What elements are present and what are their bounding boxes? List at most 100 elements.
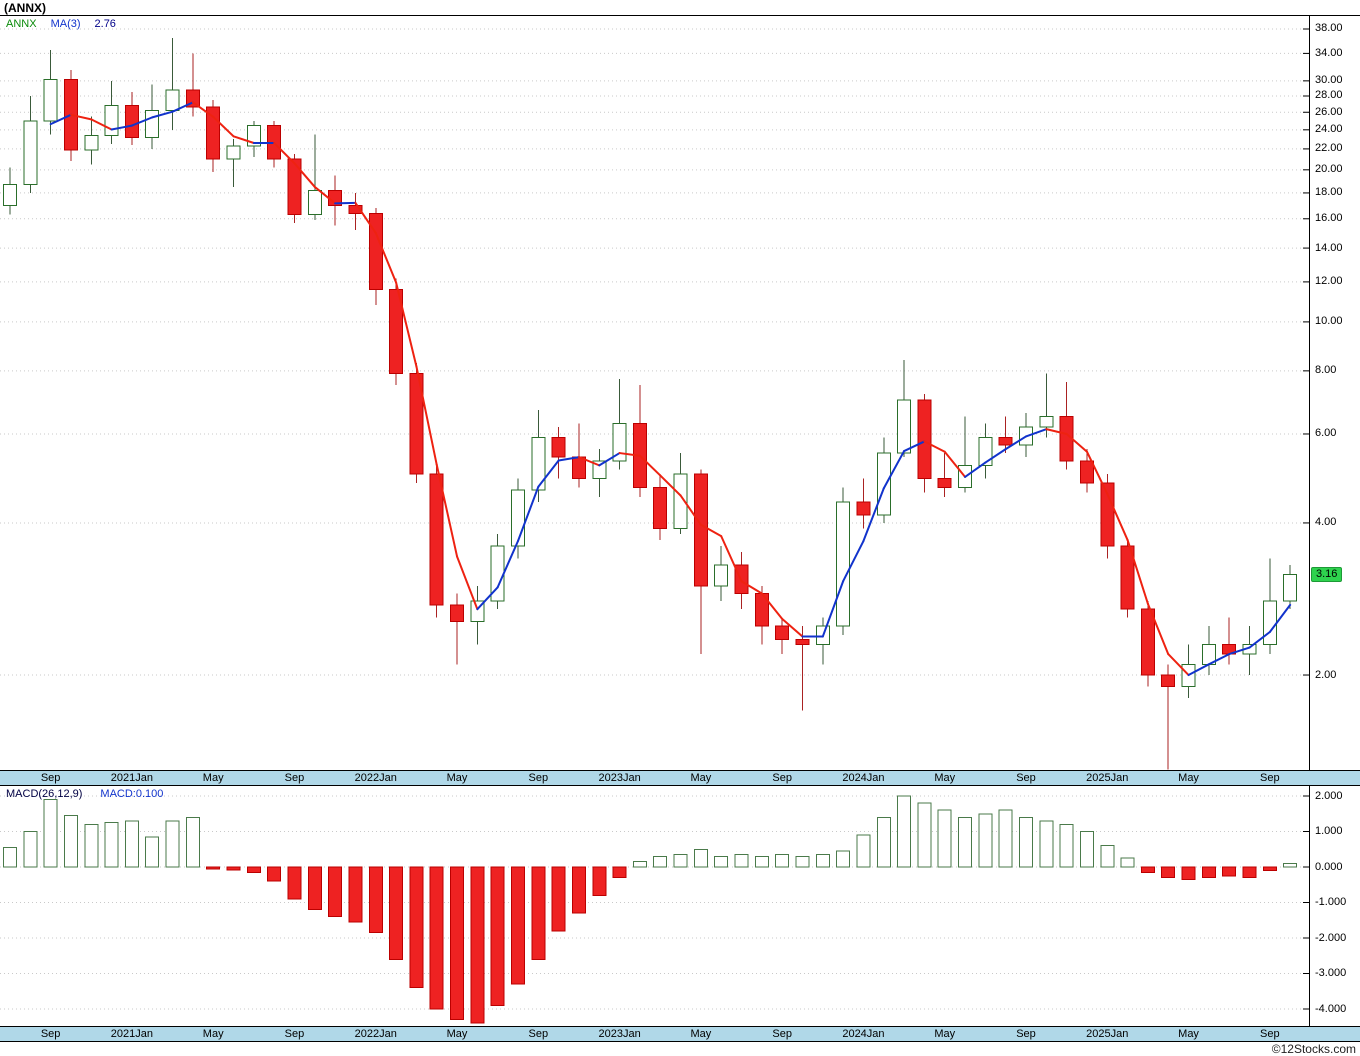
macd-bar [571, 866, 586, 914]
ma3-segment [130, 116, 154, 127]
ma3-segment [720, 535, 743, 583]
macd-bar [307, 866, 322, 911]
macd-bar [592, 866, 607, 896]
x-axis-label: 2025Jan [1086, 772, 1129, 784]
ma3-segment [456, 555, 479, 611]
ma3-segment [232, 135, 255, 145]
ma3-segment [821, 580, 845, 638]
x-axis-label: 2024Jan [842, 1028, 885, 1040]
candle-body [612, 422, 627, 462]
macd-bar [734, 854, 749, 868]
macd-bar [328, 866, 343, 918]
x-axis-label: Sep [1260, 1028, 1280, 1040]
ma3-segment [90, 118, 113, 131]
ma3-segment [577, 456, 601, 467]
candle-body [897, 399, 912, 454]
price-tick-label: 16.00 [1315, 212, 1343, 225]
macd-bar [632, 861, 647, 868]
price-tick-label: 14.00 [1315, 241, 1343, 254]
x-axis-label: May [690, 1028, 712, 1040]
candle-body [1120, 545, 1135, 610]
candle-body [124, 105, 139, 138]
candle-body [1161, 674, 1176, 687]
ma3-segment [1004, 435, 1027, 451]
price-tick-label: 20.00 [1315, 163, 1343, 176]
ma3-segment [1187, 663, 1210, 677]
candle-body [551, 437, 566, 458]
macd-bar [124, 820, 139, 868]
candle-body [165, 89, 180, 112]
ma3-segment [293, 162, 316, 188]
ma3-segment [1065, 432, 1088, 453]
macd-bar [917, 802, 932, 868]
ma3-segment [1207, 653, 1231, 666]
macd-bar [23, 831, 38, 868]
x-axis-label: 2021Jan [110, 1028, 154, 1040]
x-axis-label: Sep [40, 772, 61, 784]
macd-bar [693, 848, 708, 868]
ma3-segment [1085, 450, 1109, 495]
candle-body [23, 120, 38, 186]
macd-bar [389, 866, 404, 960]
x-axis-label: Sep [772, 1028, 792, 1040]
macd-bar [511, 866, 525, 985]
candle-body [917, 399, 932, 479]
ma3-segment [1228, 646, 1251, 656]
candle-body [3, 184, 17, 206]
macd-bar [185, 816, 200, 868]
macd-bar [958, 816, 973, 868]
candle-body [836, 501, 851, 627]
ma3-segment [171, 101, 194, 113]
macd-bar [348, 866, 363, 923]
ma-value: 2.76 [94, 18, 116, 30]
copyright-text: ©12Stocks.com [1271, 1042, 1356, 1056]
candle-body [998, 437, 1013, 446]
ma3-segment [415, 365, 438, 466]
ma3-segment [395, 281, 418, 368]
candle-body [978, 437, 993, 466]
ma3-segment [212, 115, 235, 138]
price-chart-svg [0, 16, 1310, 770]
candle-body [429, 473, 444, 606]
macd-tick-label: 0.000 [1315, 860, 1343, 873]
price-tick-label: 4.00 [1315, 516, 1337, 529]
ma3-segment [151, 110, 174, 119]
macd-bar [226, 866, 241, 871]
ma3-segment [1167, 653, 1190, 677]
macd-tick-label: 1.000 [1315, 825, 1343, 837]
candle-body [145, 110, 160, 138]
ma3-segment [984, 448, 1007, 464]
ma3-segment [191, 101, 215, 118]
macd-bar [1161, 866, 1176, 879]
macd-bar [409, 866, 424, 989]
ma3-segment [1268, 603, 1292, 633]
candle-body [104, 105, 119, 136]
x-axis-label: 2023Jan [598, 772, 641, 784]
candle-body [775, 625, 790, 641]
candle-body [571, 456, 586, 479]
x-axis-label: May [202, 772, 224, 784]
candle-body [287, 158, 302, 216]
macd-chart-svg [0, 786, 1310, 1026]
price-tick-label: 34.00 [1315, 46, 1343, 59]
macd-bar [104, 822, 119, 868]
candle-body [693, 473, 708, 587]
macd-bar [1019, 816, 1033, 868]
ma3-segment [781, 617, 804, 638]
x-axis-label: May [446, 772, 468, 784]
ma3-segment [537, 459, 560, 488]
macd-bar [673, 854, 688, 868]
candle-body [226, 145, 241, 160]
candle-body [409, 373, 424, 475]
macd-bar [43, 799, 58, 868]
price-tick-label: 24.00 [1315, 123, 1343, 136]
ma3-segment [1045, 428, 1068, 435]
x-axis-label: May [690, 772, 712, 784]
x-axis-label: May [202, 1028, 224, 1040]
page-title: (ANNX) [4, 1, 46, 15]
x-axis-label: 2023Jan [598, 1028, 641, 1040]
candle-body [389, 288, 404, 375]
ma3-segment [923, 440, 946, 453]
candle-body [84, 134, 99, 151]
symbol-label: ANNX [6, 18, 37, 30]
